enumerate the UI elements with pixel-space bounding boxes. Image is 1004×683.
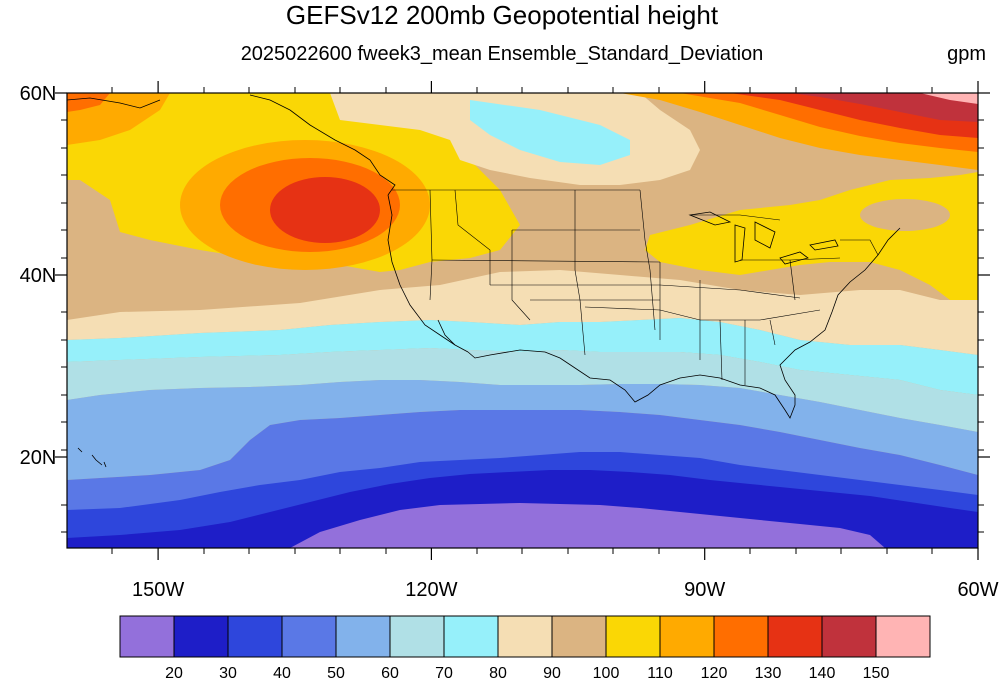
contour-120-130-nw xyxy=(67,93,110,112)
lat-tick-label: 20N xyxy=(20,447,57,469)
colorbar-label: 130 xyxy=(755,665,782,682)
colorbar-label: 100 xyxy=(593,665,620,682)
plot-title: GEFSv12 200mb Geopotential height xyxy=(285,0,719,30)
colorbar-label: 60 xyxy=(381,665,399,682)
colorbar: 20 30 40 50 60 70 80 90 100 110 120 130 140 150 xyxy=(119,615,931,682)
colorbar-swatch xyxy=(227,615,283,658)
contour-above-150 xyxy=(920,93,978,104)
lon-tick-label: 90W xyxy=(684,579,725,601)
contour-50-60 xyxy=(67,380,978,480)
contour-140-150-ne xyxy=(790,93,978,122)
colorbar-swatch xyxy=(875,615,931,658)
contour-70-80 xyxy=(67,318,978,395)
colorbar-label: 50 xyxy=(327,665,345,682)
colorbar-label: 110 xyxy=(647,665,673,682)
colorbar-label: 90 xyxy=(543,665,561,682)
great-lakes xyxy=(688,211,839,265)
colorbar-label: 140 xyxy=(809,665,836,682)
lon-tick-label: 120W xyxy=(405,579,457,601)
contour-field xyxy=(67,93,978,548)
colorbar-swatch xyxy=(281,615,337,658)
colorbar-label: 80 xyxy=(489,665,507,682)
colorbar-label: 30 xyxy=(219,665,237,682)
colorbar-label: 120 xyxy=(701,665,728,682)
latitude-ticks: 20N 40N 60N xyxy=(20,83,990,469)
plot-subtitle: 2025022600 fweek3_mean Ensemble_Standard… xyxy=(240,43,764,65)
colorbar-swatch xyxy=(119,615,175,658)
units-label: gpm xyxy=(947,43,986,65)
state-boundaries xyxy=(392,189,879,385)
longitude-ticks: 150W 120W 90W 60W xyxy=(132,81,999,601)
colorbar-swatch xyxy=(173,615,229,658)
colorbar-swatch xyxy=(335,615,391,658)
contour-130-140-pacific xyxy=(270,177,380,243)
lat-tick-label: 60N xyxy=(20,83,57,105)
colorbar-swatch xyxy=(659,615,715,658)
contour-60-70 xyxy=(67,348,978,432)
colorbar-label: 150 xyxy=(863,665,890,682)
lon-tick-label: 150W xyxy=(132,579,184,601)
colorbar-label: 40 xyxy=(273,665,291,682)
colorbar-label: 20 xyxy=(165,665,183,682)
contour-below-20 xyxy=(290,503,885,548)
contour-90-100-ne xyxy=(860,199,950,231)
colorbar-swatch xyxy=(713,615,769,658)
colorbar-swatch xyxy=(605,615,661,658)
colorbar-swatch xyxy=(497,615,553,658)
coastlines xyxy=(67,94,901,468)
colorbar-swatch xyxy=(551,615,607,658)
colorbar-swatch xyxy=(821,615,877,658)
colorbar-label: 70 xyxy=(435,665,453,682)
colorbar-swatch xyxy=(443,615,499,658)
contour-100-110-east xyxy=(640,93,978,300)
lon-tick-label: 60W xyxy=(957,579,998,601)
colorbar-swatch xyxy=(389,615,445,658)
colorbar-swatch xyxy=(767,615,823,658)
lat-tick-label: 40N xyxy=(20,265,57,287)
minor-ticks xyxy=(61,87,984,554)
contour-70-80-north xyxy=(470,100,630,165)
